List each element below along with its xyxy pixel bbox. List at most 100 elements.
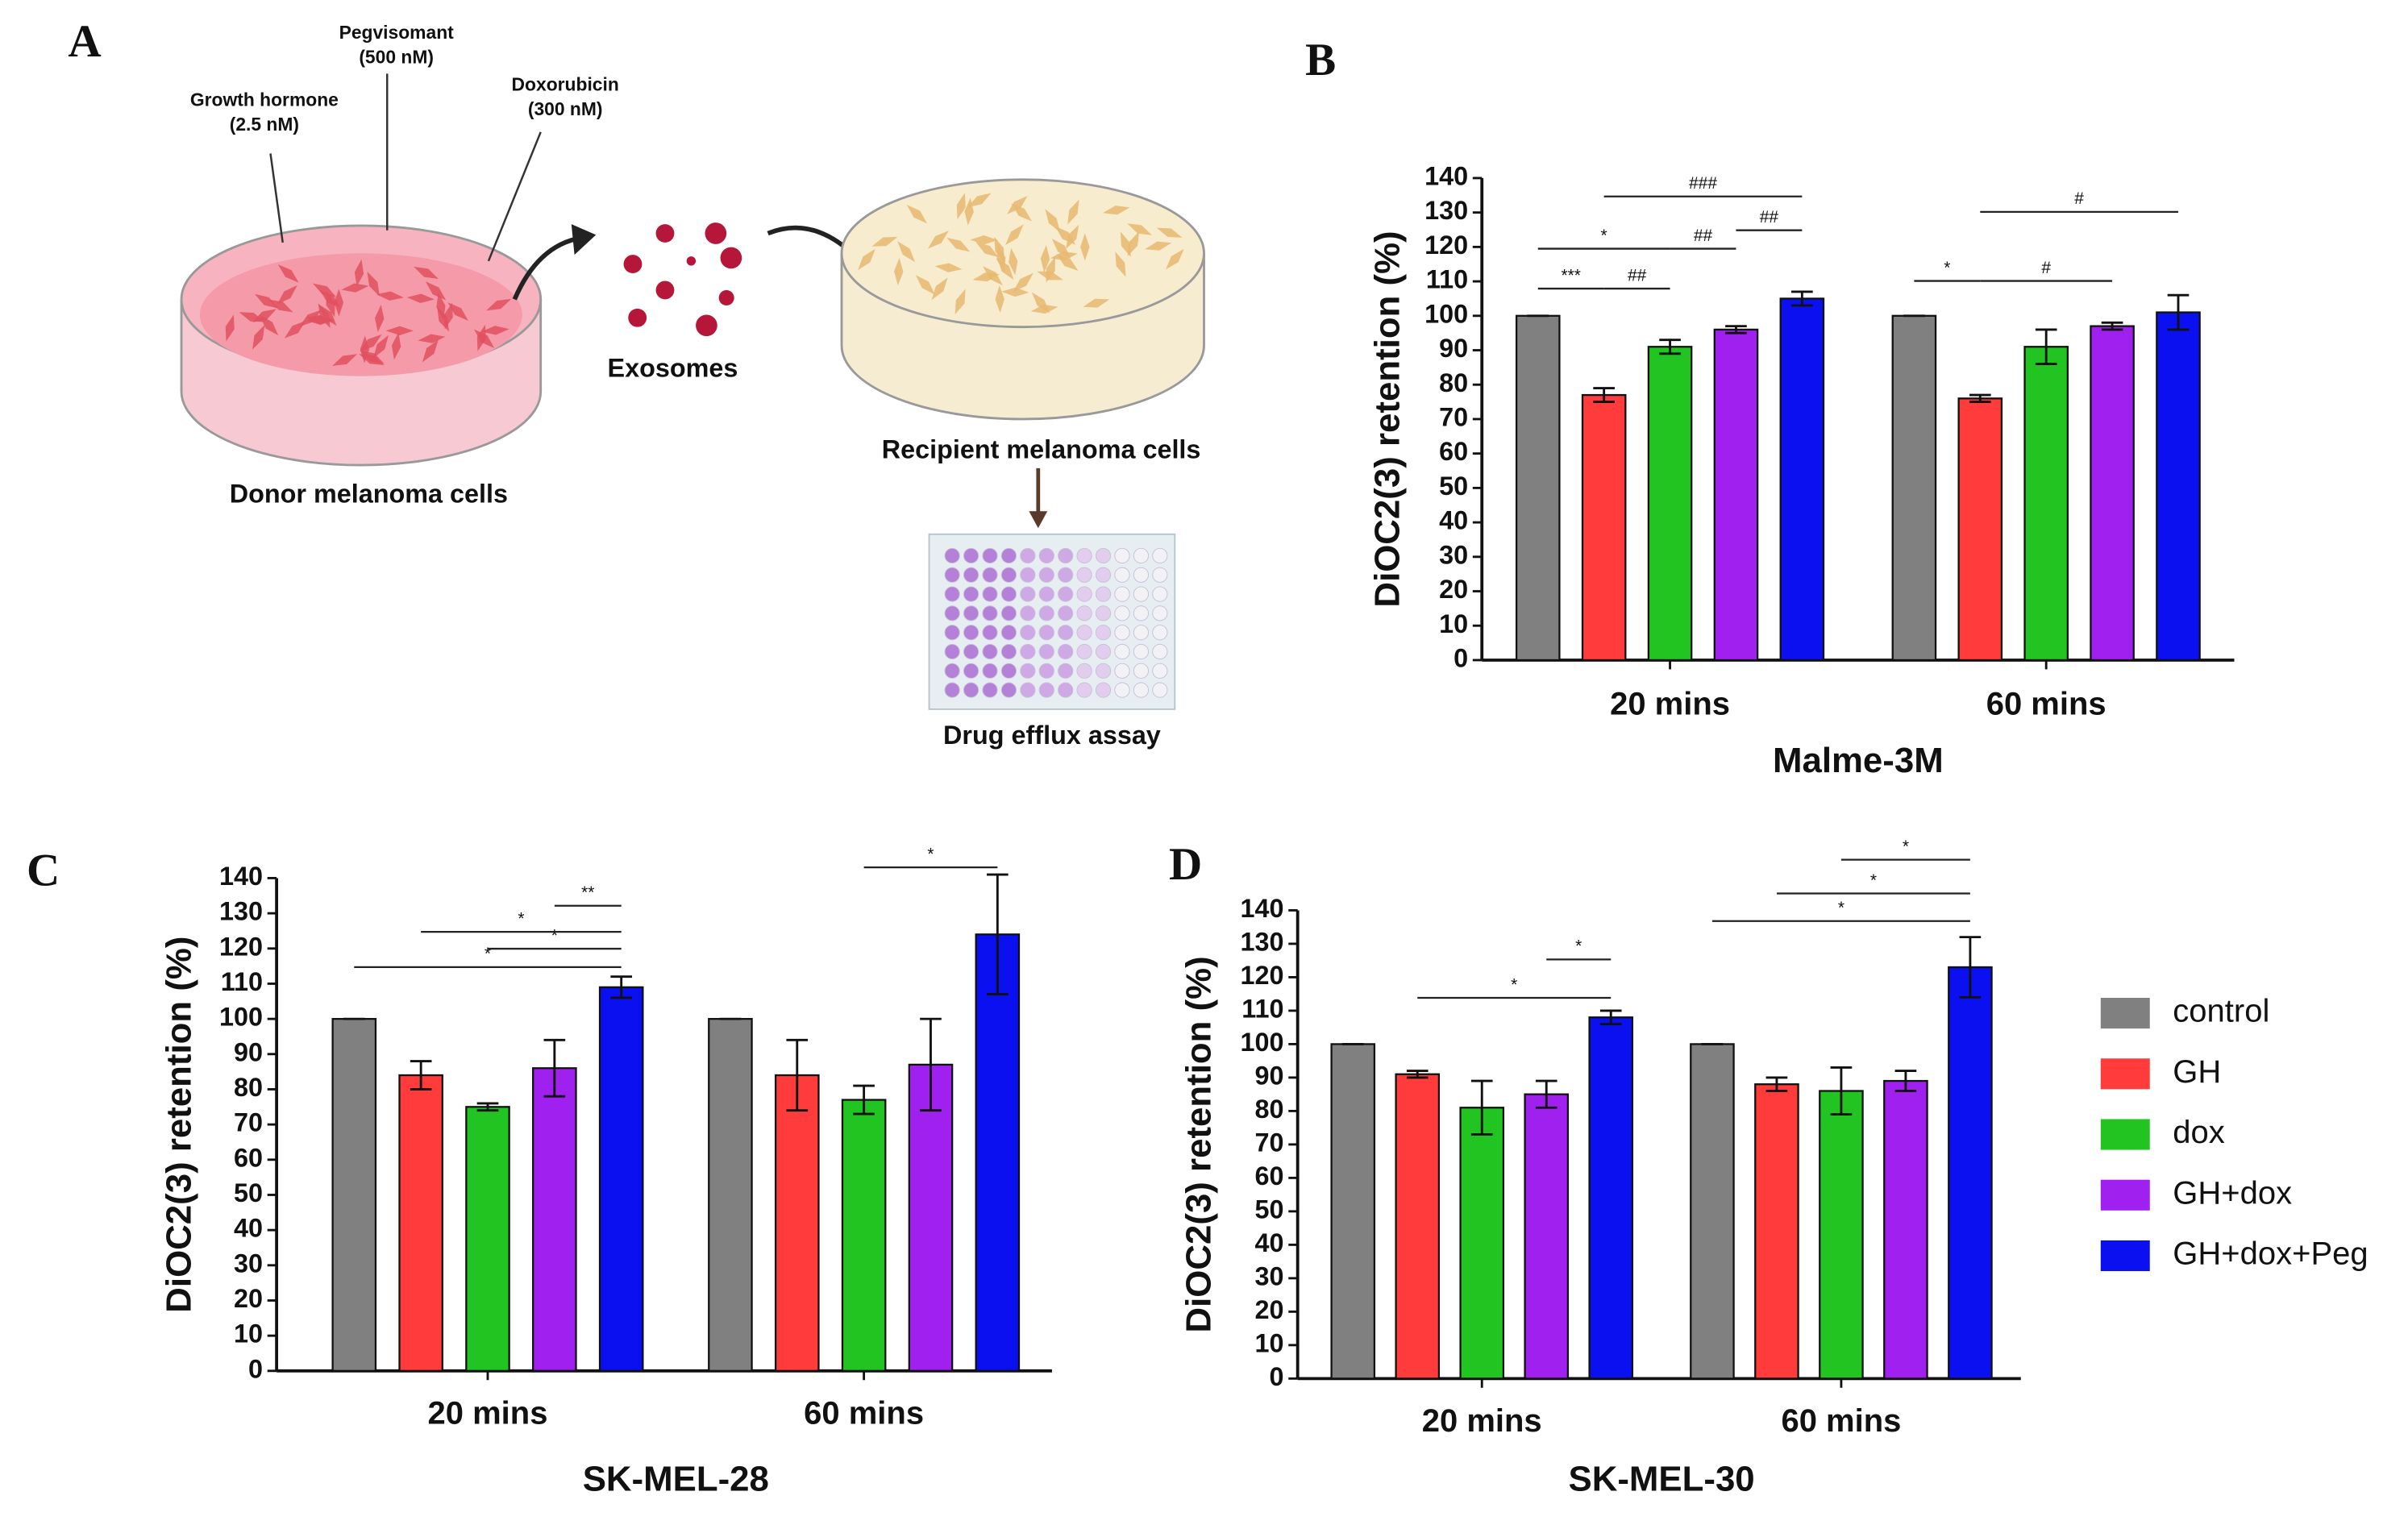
label: Recipient melanoma cells	[882, 435, 1201, 464]
well	[982, 625, 998, 641]
well	[1000, 643, 1017, 660]
well	[982, 663, 998, 679]
well	[1095, 625, 1112, 641]
y-tick-label: 110	[1241, 994, 1283, 1023]
well	[944, 682, 960, 698]
arrow	[269, 153, 284, 243]
cell	[422, 339, 439, 363]
arrow	[512, 235, 581, 301]
bar	[1515, 314, 1561, 662]
error-bar	[543, 1038, 566, 1098]
error-bar	[2101, 321, 2123, 331]
error-bar	[1765, 1076, 1788, 1092]
cell	[1006, 196, 1028, 214]
error-bar	[1894, 1070, 1917, 1092]
y-tick-label: 30	[1255, 1261, 1284, 1290]
significance-label: *	[551, 926, 558, 945]
y-tick-label: 100	[1424, 299, 1468, 328]
well	[1058, 605, 1074, 621]
well	[1152, 586, 1168, 602]
well	[963, 625, 979, 641]
error-bar	[2035, 328, 2057, 366]
bar	[1395, 1073, 1441, 1380]
well	[982, 643, 998, 660]
legend-swatch	[2100, 1240, 2150, 1272]
cell	[359, 354, 385, 365]
y-tick-label: 130	[1424, 196, 1468, 225]
cell	[373, 334, 389, 359]
bar	[975, 933, 1021, 1372]
cell	[254, 293, 279, 309]
well	[1020, 605, 1036, 621]
well	[1095, 567, 1112, 583]
cell	[858, 248, 875, 271]
bar	[465, 1106, 510, 1372]
y-tick-label: 140	[1241, 894, 1284, 923]
cell	[1145, 241, 1172, 251]
error-bar	[1535, 1079, 1558, 1109]
well	[1133, 586, 1150, 602]
well	[1000, 547, 1017, 564]
cell	[1001, 287, 1029, 297]
error-bar	[1599, 1009, 1622, 1025]
y-tick-label: 140	[219, 862, 263, 891]
error-bar	[986, 873, 1009, 995]
error-bar	[1593, 387, 1615, 404]
well	[1038, 567, 1054, 583]
y-axis-label: DiOC2(3) retention (%)	[160, 937, 199, 1313]
panel-letter: D	[1169, 839, 1202, 890]
cell	[871, 236, 898, 247]
legend-swatch	[2100, 1119, 2150, 1150]
y-axis-label: DiOC2(3) retention (%)	[1368, 231, 1408, 607]
y-tick-label: 20	[1439, 575, 1468, 604]
bar	[1581, 393, 1627, 662]
error-bar	[2167, 293, 2190, 331]
well	[1152, 625, 1168, 641]
cell	[277, 285, 297, 305]
well	[1020, 586, 1036, 602]
well	[1152, 643, 1168, 660]
error-bar	[1969, 393, 1991, 404]
well	[1133, 547, 1150, 564]
well	[1000, 586, 1017, 602]
bar	[1524, 1093, 1570, 1380]
y-tick-label: 20	[1255, 1295, 1284, 1324]
label: Pegvisomant	[339, 22, 455, 43]
well	[944, 605, 960, 621]
well	[1114, 605, 1130, 621]
error-bar	[1791, 290, 1813, 307]
significance-label: *	[1870, 871, 1877, 890]
x-tick-label: 20 mins	[1422, 1403, 1542, 1439]
y-tick-label: 50	[1255, 1195, 1284, 1224]
well	[982, 682, 998, 698]
legend-swatch	[2100, 1179, 2150, 1211]
arrow-head	[571, 224, 597, 256]
well	[1114, 547, 1130, 564]
panel-letter: A	[68, 16, 101, 67]
well	[944, 547, 960, 564]
significance-label: #	[2074, 189, 2084, 208]
bar	[2090, 325, 2135, 662]
well	[1133, 663, 1150, 679]
significance-label: *	[1838, 899, 1844, 917]
cell	[252, 325, 265, 350]
legend-swatch	[2100, 1058, 2150, 1090]
y-tick-label: 0	[248, 1354, 263, 1383]
label: Doxorubicin	[512, 74, 619, 95]
exosomes	[623, 222, 742, 337]
legend-label: control	[2173, 994, 2269, 1029]
cell	[946, 237, 971, 252]
donor-cells	[199, 253, 522, 376]
well	[1020, 682, 1036, 698]
x-tick-label: 60 mins	[1986, 687, 2106, 722]
cell	[360, 334, 382, 351]
bar	[1779, 297, 1825, 662]
significance-label: ##	[1694, 226, 1713, 245]
y-tick-label: 60	[1439, 437, 1468, 466]
well	[1095, 547, 1112, 564]
well	[944, 625, 960, 641]
cell	[447, 302, 468, 321]
well	[1000, 663, 1017, 679]
well	[1076, 682, 1092, 698]
